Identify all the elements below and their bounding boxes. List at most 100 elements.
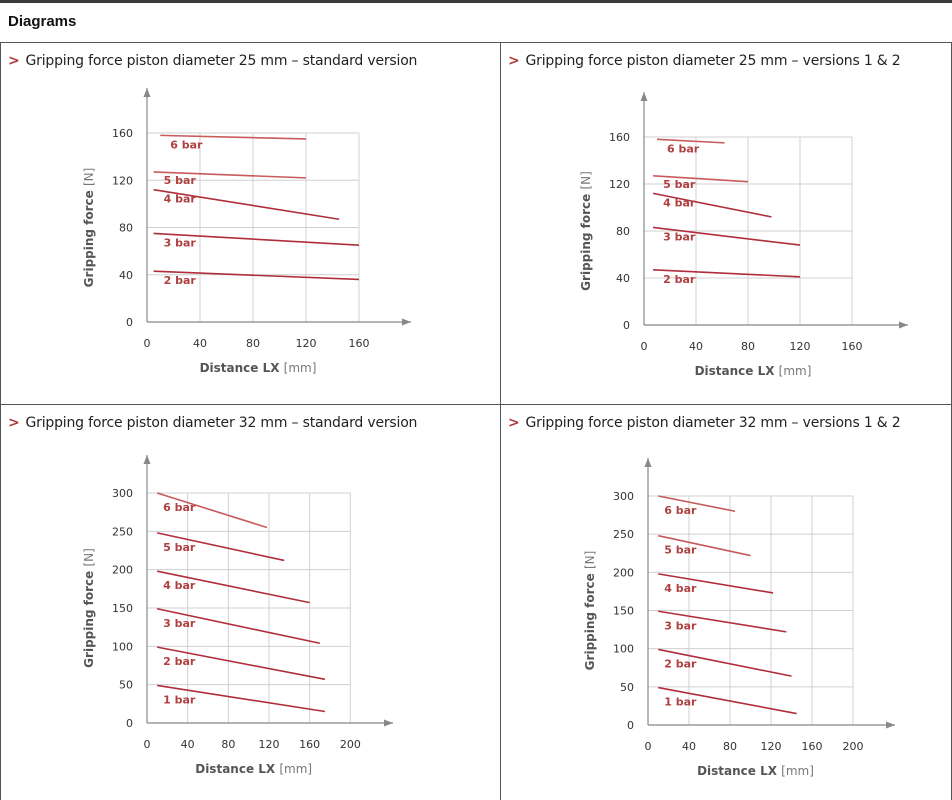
series-2-bar: 2 bar bbox=[658, 648, 792, 677]
series-line bbox=[658, 648, 792, 677]
series-1-bar: 1 bar bbox=[658, 686, 797, 715]
series-6-bar: 6 bar bbox=[656, 138, 725, 155]
series-3-bar: 3 bar bbox=[153, 232, 360, 249]
y-tick-label: 200 bbox=[613, 566, 634, 579]
series-5-bar: 5 bar bbox=[156, 532, 285, 562]
y-tick-label: 160 bbox=[609, 131, 630, 144]
heading-rule bbox=[0, 42, 952, 43]
axes bbox=[143, 455, 393, 727]
axes bbox=[640, 92, 908, 329]
y-tick-label: 120 bbox=[609, 178, 630, 191]
series-label: 4 bar bbox=[664, 582, 697, 595]
series-label: 4 bar bbox=[164, 193, 197, 206]
y-axis-label-text: Gripping force bbox=[82, 567, 96, 668]
x-tick-label: 160 bbox=[802, 740, 823, 753]
series-label: 5 bar bbox=[664, 544, 697, 557]
series-1-bar: 1 bar bbox=[157, 684, 326, 713]
chart-plot: 0 40 80 120 160 0 40 80 120 160 Gripping force [N]… bbox=[579, 92, 908, 378]
y-axis-label-unit: [N] bbox=[579, 171, 593, 189]
y-tick-label: 0 bbox=[126, 316, 133, 329]
series-line bbox=[160, 134, 307, 140]
series-label: 6 bar bbox=[667, 142, 700, 155]
x-tick-label: 80 bbox=[246, 337, 260, 350]
series-5-bar: 5 bar bbox=[658, 534, 751, 557]
grid bbox=[147, 132, 360, 322]
x-tick-label: 40 bbox=[689, 340, 703, 353]
y-axis-label: Gripping force [N] bbox=[579, 171, 593, 291]
y-axis-label-unit: [N] bbox=[82, 548, 96, 566]
series-line bbox=[153, 171, 307, 179]
series-label: 2 bar bbox=[164, 274, 197, 287]
x-tick-label: 0 bbox=[144, 337, 151, 350]
series-label: 5 bar bbox=[163, 541, 196, 554]
y-axis-label-text: Gripping force bbox=[579, 190, 593, 291]
y-axis-label-unit: [N] bbox=[583, 551, 597, 569]
x-axis-arrow-icon bbox=[402, 318, 411, 326]
series-label: 5 bar bbox=[164, 174, 197, 187]
series-label: 3 bar bbox=[663, 230, 696, 243]
series-6-bar: 6 bar bbox=[658, 495, 736, 517]
page-title: Diagrams bbox=[8, 13, 77, 30]
chart-plot: 0 50 100 150 200 250 300 0 40 80 120 160 200 Gripping… bbox=[82, 455, 393, 776]
top-rule bbox=[0, 0, 952, 3]
chart-title-text: Gripping force piston diameter 32 mm – v… bbox=[525, 415, 901, 431]
y-tick-label: 100 bbox=[613, 643, 634, 656]
x-axis-label-text: Distance LX bbox=[195, 762, 279, 776]
series-line bbox=[653, 226, 801, 246]
x-axis-label: Distance LX [mm] bbox=[195, 762, 312, 776]
x-tick-label: 0 bbox=[641, 340, 648, 353]
y-tick-label: 160 bbox=[112, 127, 133, 140]
x-tick-label: 200 bbox=[340, 738, 361, 751]
x-tick-label: 40 bbox=[682, 740, 696, 753]
chart-plot: 0 40 80 120 160 0 40 80 120 160 Gripping force [N]… bbox=[82, 88, 411, 375]
series-line bbox=[157, 607, 320, 645]
y-tick-label: 50 bbox=[119, 679, 133, 692]
x-tick-label: 160 bbox=[349, 337, 370, 350]
y-axis-label: Gripping force [N] bbox=[82, 548, 96, 668]
x-axis-label-text: Distance LX bbox=[697, 764, 781, 778]
chart-plot: 0 50 100 150 200 250 300 0 40 80 120 160 200 Gripping… bbox=[583, 458, 895, 778]
series-6-bar: 6 bar bbox=[156, 492, 268, 529]
y-axis-label: Gripping force [N] bbox=[82, 168, 96, 288]
chart-title-text: Gripping force piston diameter 25 mm – s… bbox=[25, 53, 418, 69]
y-axis-label-text: Gripping force bbox=[583, 569, 597, 670]
x-tick-label: 80 bbox=[723, 740, 737, 753]
series-2-bar: 2 bar bbox=[153, 270, 360, 287]
series-label: 2 bar bbox=[163, 655, 196, 668]
chevron-right-icon: > bbox=[8, 53, 20, 69]
series-label: 6 bar bbox=[170, 138, 203, 151]
y-tick-label: 250 bbox=[112, 525, 133, 538]
grid bbox=[147, 492, 351, 723]
series-4-bar: 4 bar bbox=[157, 570, 310, 604]
x-axis-label: Distance LX [mm] bbox=[697, 764, 814, 778]
chart-title: > Gripping force piston diameter 32 mm – … bbox=[508, 415, 901, 431]
y-tick-label: 300 bbox=[613, 490, 634, 503]
series-line bbox=[658, 686, 797, 715]
chart-title-text: Gripping force piston diameter 32 mm – s… bbox=[25, 415, 418, 431]
chevron-right-icon: > bbox=[508, 53, 520, 69]
y-tick-label: 80 bbox=[119, 222, 133, 235]
series-label: 5 bar bbox=[663, 178, 696, 191]
series-3-bar: 3 bar bbox=[653, 226, 801, 246]
x-tick-label: 120 bbox=[296, 337, 317, 350]
y-tick-label: 50 bbox=[620, 681, 634, 694]
chart-title: > Gripping force piston diameter 32 mm – … bbox=[8, 415, 417, 431]
x-tick-label: 80 bbox=[221, 738, 235, 751]
series-label: 2 bar bbox=[663, 273, 696, 286]
series-3-bar: 3 bar bbox=[157, 607, 320, 645]
series-4-bar: 4 bar bbox=[153, 188, 340, 221]
series-label: 6 bar bbox=[664, 504, 697, 517]
y-tick-label: 40 bbox=[616, 272, 630, 285]
series-line bbox=[652, 192, 772, 218]
y-axis-label-text: Gripping force bbox=[82, 186, 96, 287]
y-tick-label: 0 bbox=[623, 319, 630, 332]
chart-title-text: Gripping force piston diameter 25 mm – v… bbox=[525, 53, 901, 69]
series-label: 6 bar bbox=[163, 501, 196, 514]
series-label: 4 bar bbox=[163, 579, 196, 592]
x-tick-label: 120 bbox=[259, 738, 280, 751]
y-axis-arrow-icon bbox=[143, 88, 151, 97]
x-tick-label: 120 bbox=[790, 340, 811, 353]
chart-panel-32mm-standard: > Gripping force piston diameter 32 mm – … bbox=[0, 405, 501, 800]
series-label: 1 bar bbox=[163, 693, 196, 706]
y-tick-label: 80 bbox=[616, 225, 630, 238]
